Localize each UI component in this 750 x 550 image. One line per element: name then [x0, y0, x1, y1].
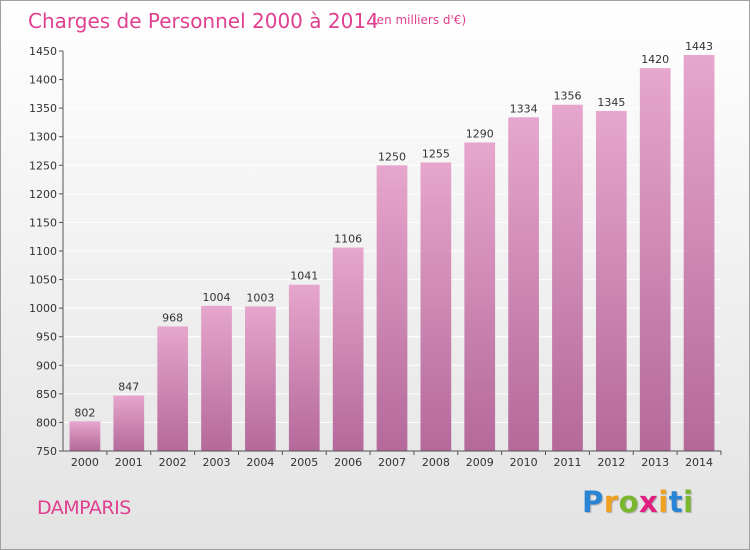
bar-2007 [376, 165, 408, 452]
y-tick-label: 1450 [29, 45, 57, 58]
logo-letter: t [668, 485, 684, 519]
y-tick-label: 1000 [29, 302, 57, 315]
bar-2001 [113, 395, 145, 451]
x-tick-label-2005: 2005 [290, 456, 318, 469]
value-label-2003: 1004 [203, 291, 231, 304]
value-label-2012: 1345 [597, 96, 625, 109]
value-label-2011: 1356 [553, 90, 581, 103]
value-label-2009: 1290 [466, 127, 494, 140]
value-label-2004: 1003 [246, 291, 274, 304]
x-tick-label-2014: 2014 [685, 456, 713, 469]
bars [69, 55, 715, 452]
chart-title: Charges de Personnel 2000 à 2014 [28, 9, 379, 33]
x-tick-label-2007: 2007 [378, 456, 406, 469]
bar-2010 [508, 117, 539, 452]
logo-letter: P [582, 485, 604, 519]
value-label-2000: 802 [74, 406, 95, 419]
x-tick-label-2013: 2013 [641, 456, 669, 469]
value-label-2001: 847 [118, 381, 139, 394]
x-axis: 2000 2001 2002 2003 2004 2005 2006 2007 2008 2009… [63, 450, 722, 469]
x-tick-label-2003: 2003 [203, 456, 231, 469]
place-name: DAMPARIS [37, 497, 131, 519]
value-label-2005: 1041 [290, 270, 318, 283]
bar-2002 [157, 326, 189, 451]
value-label-2002: 968 [162, 311, 183, 324]
logo-letter: x [639, 485, 659, 519]
y-tick-label: 950 [36, 331, 57, 344]
y-tick-label: 900 [36, 359, 57, 372]
x-tick-label-2008: 2008 [422, 456, 450, 469]
y-axis: 750 800 850 900 950 1000 1050 1100 1150 1200 1250 1… [29, 45, 64, 458]
value-label-2013: 1420 [641, 53, 669, 66]
bar-2009 [464, 142, 496, 451]
x-tick-label-2000: 2000 [71, 456, 99, 469]
value-label-2008: 1255 [422, 147, 450, 160]
y-tick-label: 1250 [29, 159, 57, 172]
x-tick-label-2010: 2010 [510, 456, 538, 469]
bar-2006 [332, 247, 364, 451]
x-tick-label-2006: 2006 [334, 456, 362, 469]
x-tick-label-2002: 2002 [159, 456, 187, 469]
proxiti-logo: Proxiti [582, 485, 694, 519]
logo-letter: i [658, 485, 669, 519]
y-tick-label: 1050 [29, 274, 57, 287]
y-tick-label: 1150 [29, 216, 57, 229]
logo-letter: r [603, 485, 619, 519]
x-tick-label-2009: 2009 [466, 456, 494, 469]
bar-2012 [595, 111, 627, 451]
bar-2014 [683, 55, 715, 451]
bar-2004 [245, 306, 276, 451]
bar-2008 [420, 162, 452, 451]
chart-subtitle: (en milliers d'€) [372, 13, 467, 27]
value-label-2010: 1334 [510, 102, 538, 115]
y-tick-label: 850 [36, 388, 57, 401]
logo-letter: i [683, 485, 694, 519]
y-tick-label: 750 [36, 445, 57, 458]
x-tick-label-2011: 2011 [553, 456, 581, 469]
y-tick-label: 1100 [29, 245, 57, 258]
bar-2000 [69, 421, 101, 451]
y-tick-label: 1200 [29, 188, 57, 201]
bar-2011 [552, 104, 583, 451]
x-tick-label-2004: 2004 [246, 456, 274, 469]
bar-2013 [639, 68, 671, 452]
y-tick-label: 1300 [29, 131, 57, 144]
x-tick-label-2012: 2012 [597, 456, 625, 469]
bar-2005 [288, 284, 320, 451]
y-tick-label: 1350 [29, 102, 57, 115]
y-tick-label: 1400 [29, 74, 57, 87]
value-label-2014: 1443 [685, 40, 713, 53]
value-label-2006: 1106 [334, 233, 362, 246]
bar-2003 [201, 305, 232, 451]
x-tick-label-2001: 2001 [115, 456, 143, 469]
value-labels: 802 847 968 1004 1003 1041 1106 1250 1255 1290 133… [74, 40, 713, 419]
value-label-2007: 1250 [378, 150, 406, 163]
y-tick-label: 800 [36, 416, 57, 429]
logo-letter: o [618, 485, 640, 519]
